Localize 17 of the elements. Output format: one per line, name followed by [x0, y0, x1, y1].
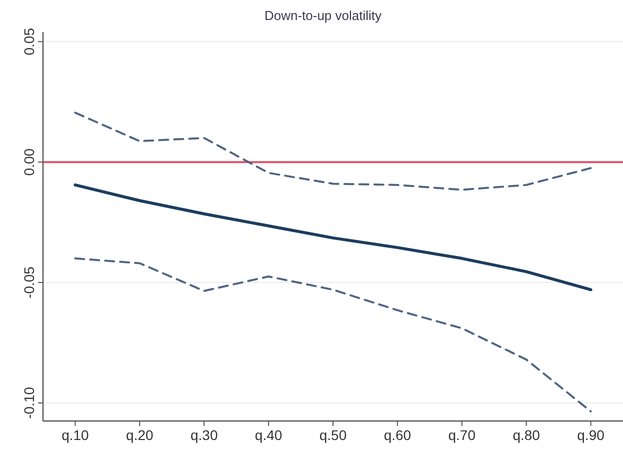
line-series: [74, 112, 592, 191]
x-tick-label: q.20: [126, 427, 154, 443]
x-tick-label: q.60: [384, 427, 412, 443]
x-tick-label: q.10: [62, 427, 90, 443]
y-tick-label: 0.00: [21, 148, 37, 176]
line-series: [74, 257, 592, 412]
y-tick-label: -0.10: [21, 386, 37, 419]
line-series: [74, 183, 592, 292]
x-tick-label: q.90: [577, 427, 605, 443]
x-tick-label: q.50: [319, 427, 347, 443]
x-tick-label: q.80: [512, 427, 540, 443]
x-tick-label: q.40: [254, 427, 282, 443]
x-tick-label: q.70: [448, 427, 476, 443]
y-tick-label: 0.05: [21, 28, 37, 56]
chart-title: Down-to-up volatility: [264, 8, 382, 23]
y-tick-label: -0.05: [21, 266, 37, 298]
x-tick-label: q.30: [190, 427, 218, 443]
